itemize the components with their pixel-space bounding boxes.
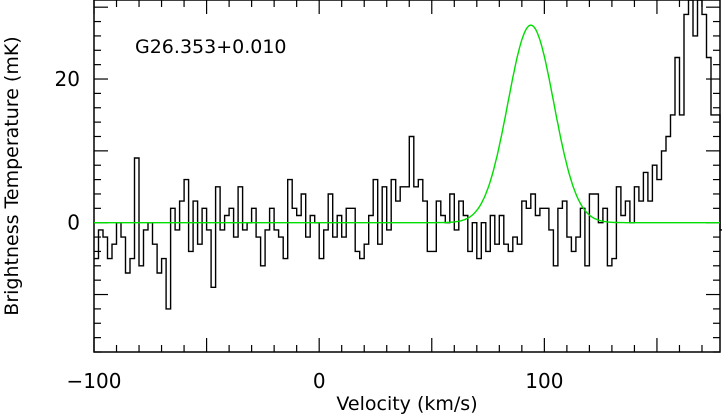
- source-annotation: G26.353+0.010: [135, 36, 287, 58]
- axis-ticks: [93, 0, 720, 353]
- x-axis-label: Velocity (km/s): [336, 393, 477, 415]
- spectrum-line: [94, 0, 722, 310]
- y-tick-labels: 0 20: [55, 67, 80, 235]
- y-tick-label: 0: [67, 211, 80, 235]
- x-tick-labels: −100 0 100: [67, 369, 564, 393]
- x-tick-label: −100: [67, 369, 122, 393]
- y-tick-label: 20: [55, 67, 80, 91]
- x-tick-label: 0: [313, 369, 326, 393]
- gaussian-fit-line: [94, 24, 720, 224]
- y-axis-label: Brightness Temperature (mK): [1, 36, 23, 315]
- x-tick-label: 100: [525, 369, 563, 393]
